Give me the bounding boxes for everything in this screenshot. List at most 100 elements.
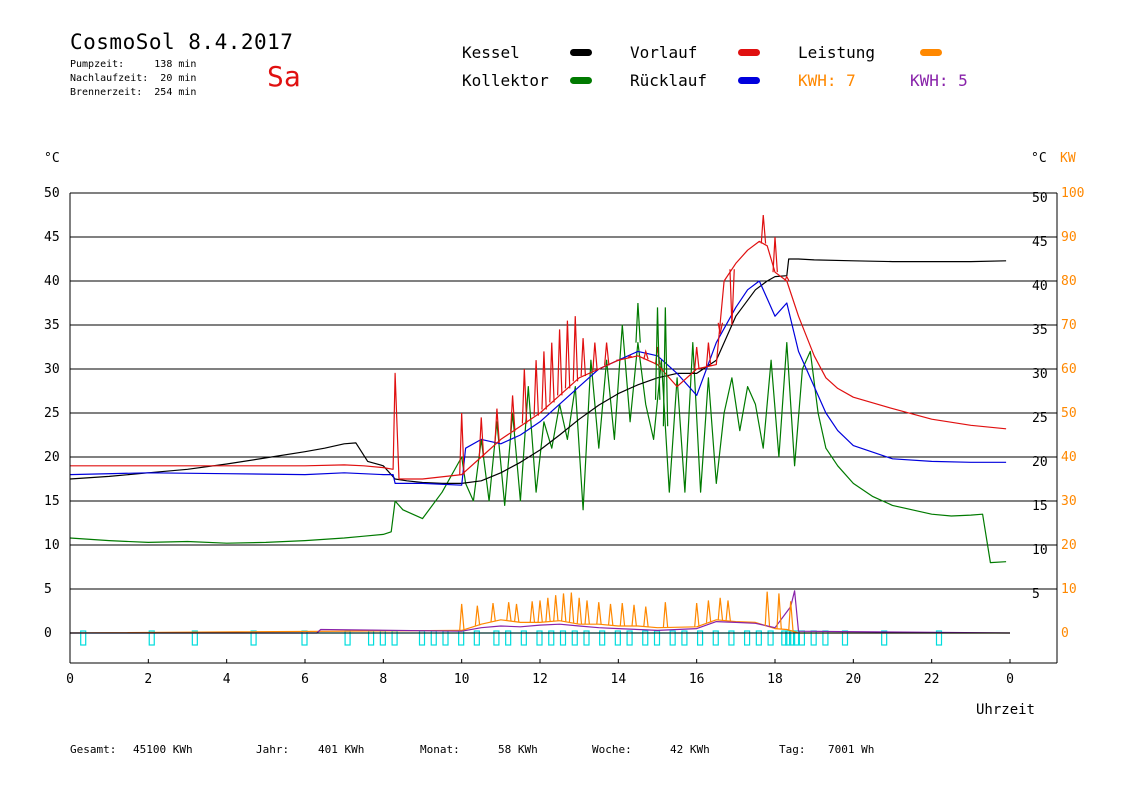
y-tick-label-right-c: 10	[1032, 543, 1048, 558]
y-tick-label-left: 25	[44, 406, 60, 421]
spike-vorlauf	[549, 342, 555, 403]
y-tick-label-right-c: 30	[1032, 367, 1048, 382]
y-tick-label-right-kw: 10	[1061, 582, 1077, 597]
series-line-kwh-5	[70, 590, 1011, 634]
y-tick-label-right-c: 15	[1032, 499, 1048, 514]
pump-mark	[792, 630, 800, 646]
legend-label-vorlauf: Vorlauf	[630, 43, 698, 62]
x-tick-label: 0	[1006, 672, 1014, 687]
y-tick-label-right-kw: 30	[1061, 494, 1077, 509]
spike-leistung	[553, 595, 559, 622]
pump-mark	[642, 630, 649, 646]
y-tick-label-right-c: 5	[1032, 587, 1040, 602]
y-tick-label-right-c: 25	[1032, 411, 1048, 426]
y-tick-label-right-kw: 40	[1061, 450, 1077, 465]
pump-mark	[743, 630, 751, 646]
spike-vorlauf	[717, 322, 724, 334]
y-tick-label-right-kw: 0	[1061, 626, 1069, 641]
footer-woche-value: 42 KWh	[670, 743, 710, 756]
legend-label-kollektor: Kollektor	[462, 71, 549, 90]
pump-mark	[626, 630, 633, 646]
spike-kollektor	[635, 302, 641, 343]
spike-kollektor	[662, 307, 669, 427]
legend-label-leistung: Leistung	[798, 43, 876, 62]
pump-mark	[653, 630, 661, 646]
pump-mark	[881, 630, 888, 646]
pump-mark	[696, 630, 704, 646]
pump-mark	[191, 630, 198, 646]
overrun-time-text: Nachlaufzeit: 20 min	[70, 73, 197, 84]
y-tick-label-right-c: 35	[1032, 323, 1048, 338]
x-tick-label: 4	[223, 672, 231, 687]
spike-vorlauf	[729, 269, 735, 326]
spike-vorlauf	[572, 316, 579, 382]
series-line-kessel	[69, 258, 1007, 484]
y-tick-label-left: 15	[44, 494, 60, 509]
pump-mark	[473, 630, 480, 646]
y-tick-label-left: 5	[44, 582, 52, 597]
pump-mark	[669, 630, 676, 646]
y-axis-label-right-c: °C	[1031, 151, 1047, 166]
y-tick-label-left: 45	[44, 230, 60, 245]
footer-monat-label: Monat:	[420, 743, 460, 756]
footer-tag-label: Tag:	[779, 743, 806, 756]
spike-vorlauf	[643, 349, 649, 360]
pump-mark	[520, 630, 527, 646]
y-tick-label-right-kw: 60	[1061, 362, 1077, 377]
pump-mark	[536, 630, 543, 646]
spike-leistung	[584, 600, 590, 625]
pump-mark	[505, 630, 512, 646]
pump-mark	[681, 630, 688, 646]
spike-leistung	[619, 603, 626, 627]
spike-vorlauf	[592, 342, 598, 371]
spike-leistung	[662, 602, 669, 628]
spike-vorlauf	[694, 346, 700, 370]
spike-leistung	[576, 597, 583, 625]
series-line-vorlauf	[70, 240, 1007, 480]
y-tick-label-right-kw: 70	[1061, 318, 1077, 333]
burner-time-text: Brennerzeit: 254 min	[70, 87, 197, 98]
legend-swatch-kessel	[570, 49, 592, 56]
footer-monat-value: 58 KWh	[498, 743, 538, 756]
x-tick-label: 8	[379, 672, 387, 687]
legend-swatch-leistung	[920, 49, 942, 56]
pump-mark	[599, 630, 606, 646]
pump-mark	[755, 630, 762, 646]
spike-vorlauf	[494, 408, 500, 443]
x-tick-label: 16	[689, 672, 705, 687]
spike-leistung	[545, 597, 551, 622]
spike-vorlauf	[627, 355, 633, 359]
x-tick-label: 14	[611, 672, 627, 687]
spike-leistung	[506, 602, 512, 621]
series-line-r-cklauf	[69, 280, 1007, 486]
legend-swatch-ruecklauf	[738, 77, 760, 84]
y-tick-label-left: 30	[44, 362, 60, 377]
spike-leistung	[776, 593, 782, 629]
pump-mark	[80, 630, 87, 646]
y-tick-label-right-kw: 100	[1061, 186, 1084, 201]
x-tick-label: 12	[532, 672, 548, 687]
x-tick-label: 2	[144, 672, 152, 687]
legend-swatch-kollektor	[570, 77, 592, 84]
pump-mark	[571, 630, 578, 646]
spike-leistung	[490, 603, 496, 622]
legend-kwh-orange: KWH: 7	[798, 71, 856, 90]
y-tick-label-right-c: 20	[1032, 455, 1048, 470]
pump-mark	[712, 630, 719, 646]
y-tick-label-right-c: 45	[1032, 235, 1048, 250]
y-tick-label-right-c: 50	[1032, 191, 1048, 206]
pump-mark	[935, 630, 943, 646]
y-tick-label-left: 50	[44, 186, 60, 201]
footer-gesamt-label: Gesamt:	[70, 743, 117, 756]
y-axis-label-left: °C	[44, 151, 60, 166]
spike-vorlauf	[510, 395, 516, 432]
pump-mark	[493, 630, 500, 646]
spike-vorlauf	[557, 329, 563, 396]
x-tick-label: 18	[767, 672, 783, 687]
spike-vorlauf	[564, 320, 571, 389]
pump-mark	[148, 630, 155, 646]
spike-leistung	[694, 603, 700, 627]
y-tick-label-left: 10	[44, 538, 60, 553]
footer-tag-value: 7001 Wh	[828, 743, 875, 756]
